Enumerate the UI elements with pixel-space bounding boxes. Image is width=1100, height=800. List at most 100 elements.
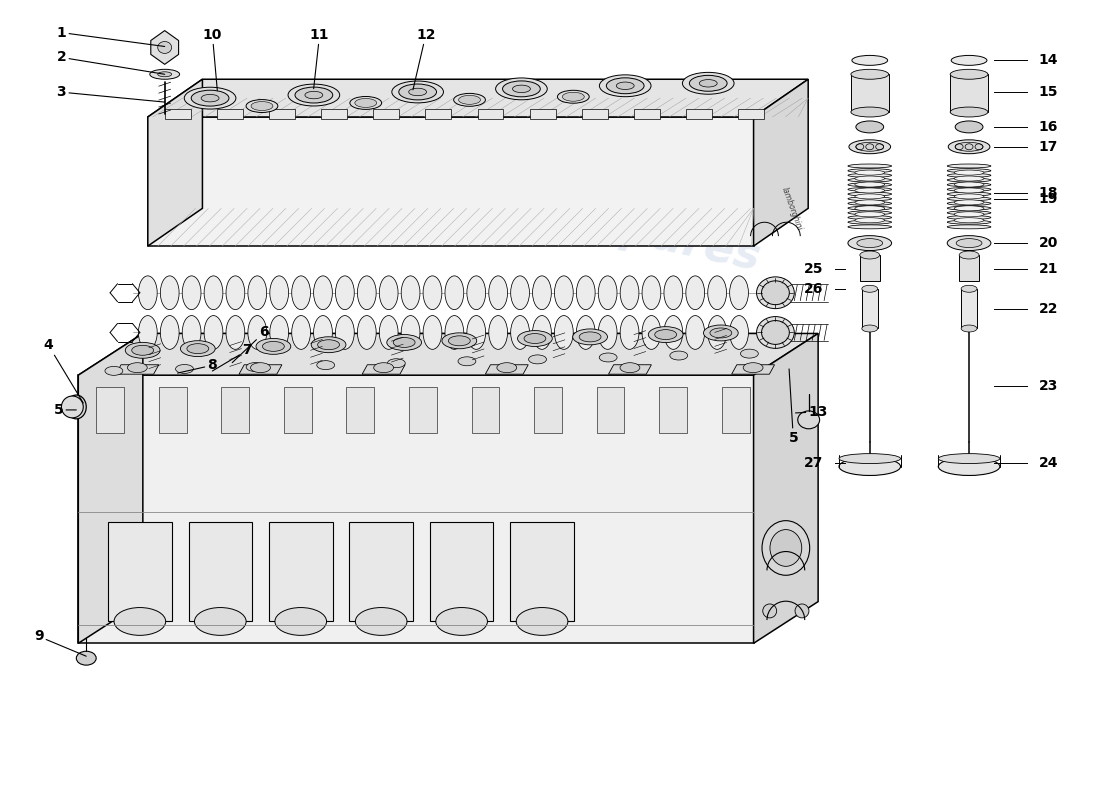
Polygon shape xyxy=(732,365,774,374)
Ellipse shape xyxy=(954,176,985,181)
Polygon shape xyxy=(78,334,818,375)
Ellipse shape xyxy=(270,315,288,350)
Ellipse shape xyxy=(387,334,421,350)
Ellipse shape xyxy=(554,315,573,350)
Ellipse shape xyxy=(600,75,651,97)
Ellipse shape xyxy=(848,215,892,219)
Ellipse shape xyxy=(947,211,991,214)
Text: 12: 12 xyxy=(412,27,436,90)
Ellipse shape xyxy=(317,361,334,370)
Ellipse shape xyxy=(849,140,891,154)
Ellipse shape xyxy=(954,200,985,205)
Ellipse shape xyxy=(424,276,442,310)
Ellipse shape xyxy=(318,340,340,350)
Ellipse shape xyxy=(446,276,464,310)
Ellipse shape xyxy=(947,192,991,196)
Text: 14: 14 xyxy=(1038,54,1058,67)
Ellipse shape xyxy=(955,121,983,133)
Ellipse shape xyxy=(707,315,726,350)
Ellipse shape xyxy=(205,276,223,310)
Ellipse shape xyxy=(150,70,179,79)
Ellipse shape xyxy=(938,458,1000,475)
Text: 23: 23 xyxy=(1038,379,1058,393)
Ellipse shape xyxy=(710,328,732,338)
Text: eurospares: eurospares xyxy=(520,475,769,547)
Ellipse shape xyxy=(248,315,266,350)
Ellipse shape xyxy=(374,362,394,373)
Ellipse shape xyxy=(770,530,802,566)
Ellipse shape xyxy=(157,42,172,54)
Ellipse shape xyxy=(947,187,991,191)
Text: 26: 26 xyxy=(804,282,823,296)
Ellipse shape xyxy=(857,238,882,247)
Ellipse shape xyxy=(125,342,160,358)
Ellipse shape xyxy=(251,362,271,373)
Bar xyxy=(477,109,504,119)
Ellipse shape xyxy=(139,315,157,350)
Ellipse shape xyxy=(761,321,790,344)
Ellipse shape xyxy=(861,286,878,292)
Ellipse shape xyxy=(648,326,683,342)
Ellipse shape xyxy=(855,194,884,199)
Text: 10: 10 xyxy=(202,27,222,90)
Ellipse shape xyxy=(948,140,990,154)
Ellipse shape xyxy=(466,315,485,350)
Ellipse shape xyxy=(598,315,617,350)
Ellipse shape xyxy=(532,276,551,310)
Ellipse shape xyxy=(855,200,884,205)
Ellipse shape xyxy=(848,187,892,191)
Ellipse shape xyxy=(263,342,284,351)
Bar xyxy=(659,387,688,433)
Bar xyxy=(634,109,660,119)
Ellipse shape xyxy=(947,202,991,206)
Ellipse shape xyxy=(516,607,568,635)
Ellipse shape xyxy=(66,395,86,419)
Bar xyxy=(472,387,499,433)
Bar xyxy=(510,522,574,622)
Text: 16: 16 xyxy=(1038,120,1058,134)
Ellipse shape xyxy=(128,362,147,373)
Bar xyxy=(96,387,124,433)
Bar xyxy=(686,109,712,119)
Ellipse shape xyxy=(855,218,884,222)
Polygon shape xyxy=(485,365,528,374)
Ellipse shape xyxy=(954,206,985,211)
Polygon shape xyxy=(362,365,405,374)
Bar xyxy=(950,74,988,112)
Ellipse shape xyxy=(848,202,892,206)
Ellipse shape xyxy=(950,107,988,117)
Ellipse shape xyxy=(798,411,820,429)
Ellipse shape xyxy=(861,325,878,332)
Polygon shape xyxy=(754,334,818,643)
Ellipse shape xyxy=(729,276,748,310)
Ellipse shape xyxy=(532,315,551,350)
Ellipse shape xyxy=(305,91,322,98)
Ellipse shape xyxy=(848,225,892,229)
Ellipse shape xyxy=(757,277,794,309)
Text: 20: 20 xyxy=(1038,236,1058,250)
Ellipse shape xyxy=(226,315,245,350)
Ellipse shape xyxy=(954,218,985,222)
Ellipse shape xyxy=(600,353,617,362)
Ellipse shape xyxy=(379,276,398,310)
Ellipse shape xyxy=(947,236,991,250)
Ellipse shape xyxy=(576,276,595,310)
Ellipse shape xyxy=(449,336,471,346)
Text: 8: 8 xyxy=(177,358,217,373)
Ellipse shape xyxy=(497,362,517,373)
Ellipse shape xyxy=(409,88,427,96)
Ellipse shape xyxy=(860,251,880,259)
Ellipse shape xyxy=(336,315,354,350)
Ellipse shape xyxy=(707,276,726,310)
Text: 19: 19 xyxy=(1038,192,1058,206)
Ellipse shape xyxy=(955,142,983,151)
Bar xyxy=(270,109,295,119)
Ellipse shape xyxy=(314,315,332,350)
Ellipse shape xyxy=(104,366,123,375)
Ellipse shape xyxy=(453,94,485,106)
Text: 25: 25 xyxy=(804,262,823,276)
Ellipse shape xyxy=(762,604,777,618)
Ellipse shape xyxy=(183,315,201,350)
Ellipse shape xyxy=(762,521,810,575)
Ellipse shape xyxy=(295,87,332,103)
